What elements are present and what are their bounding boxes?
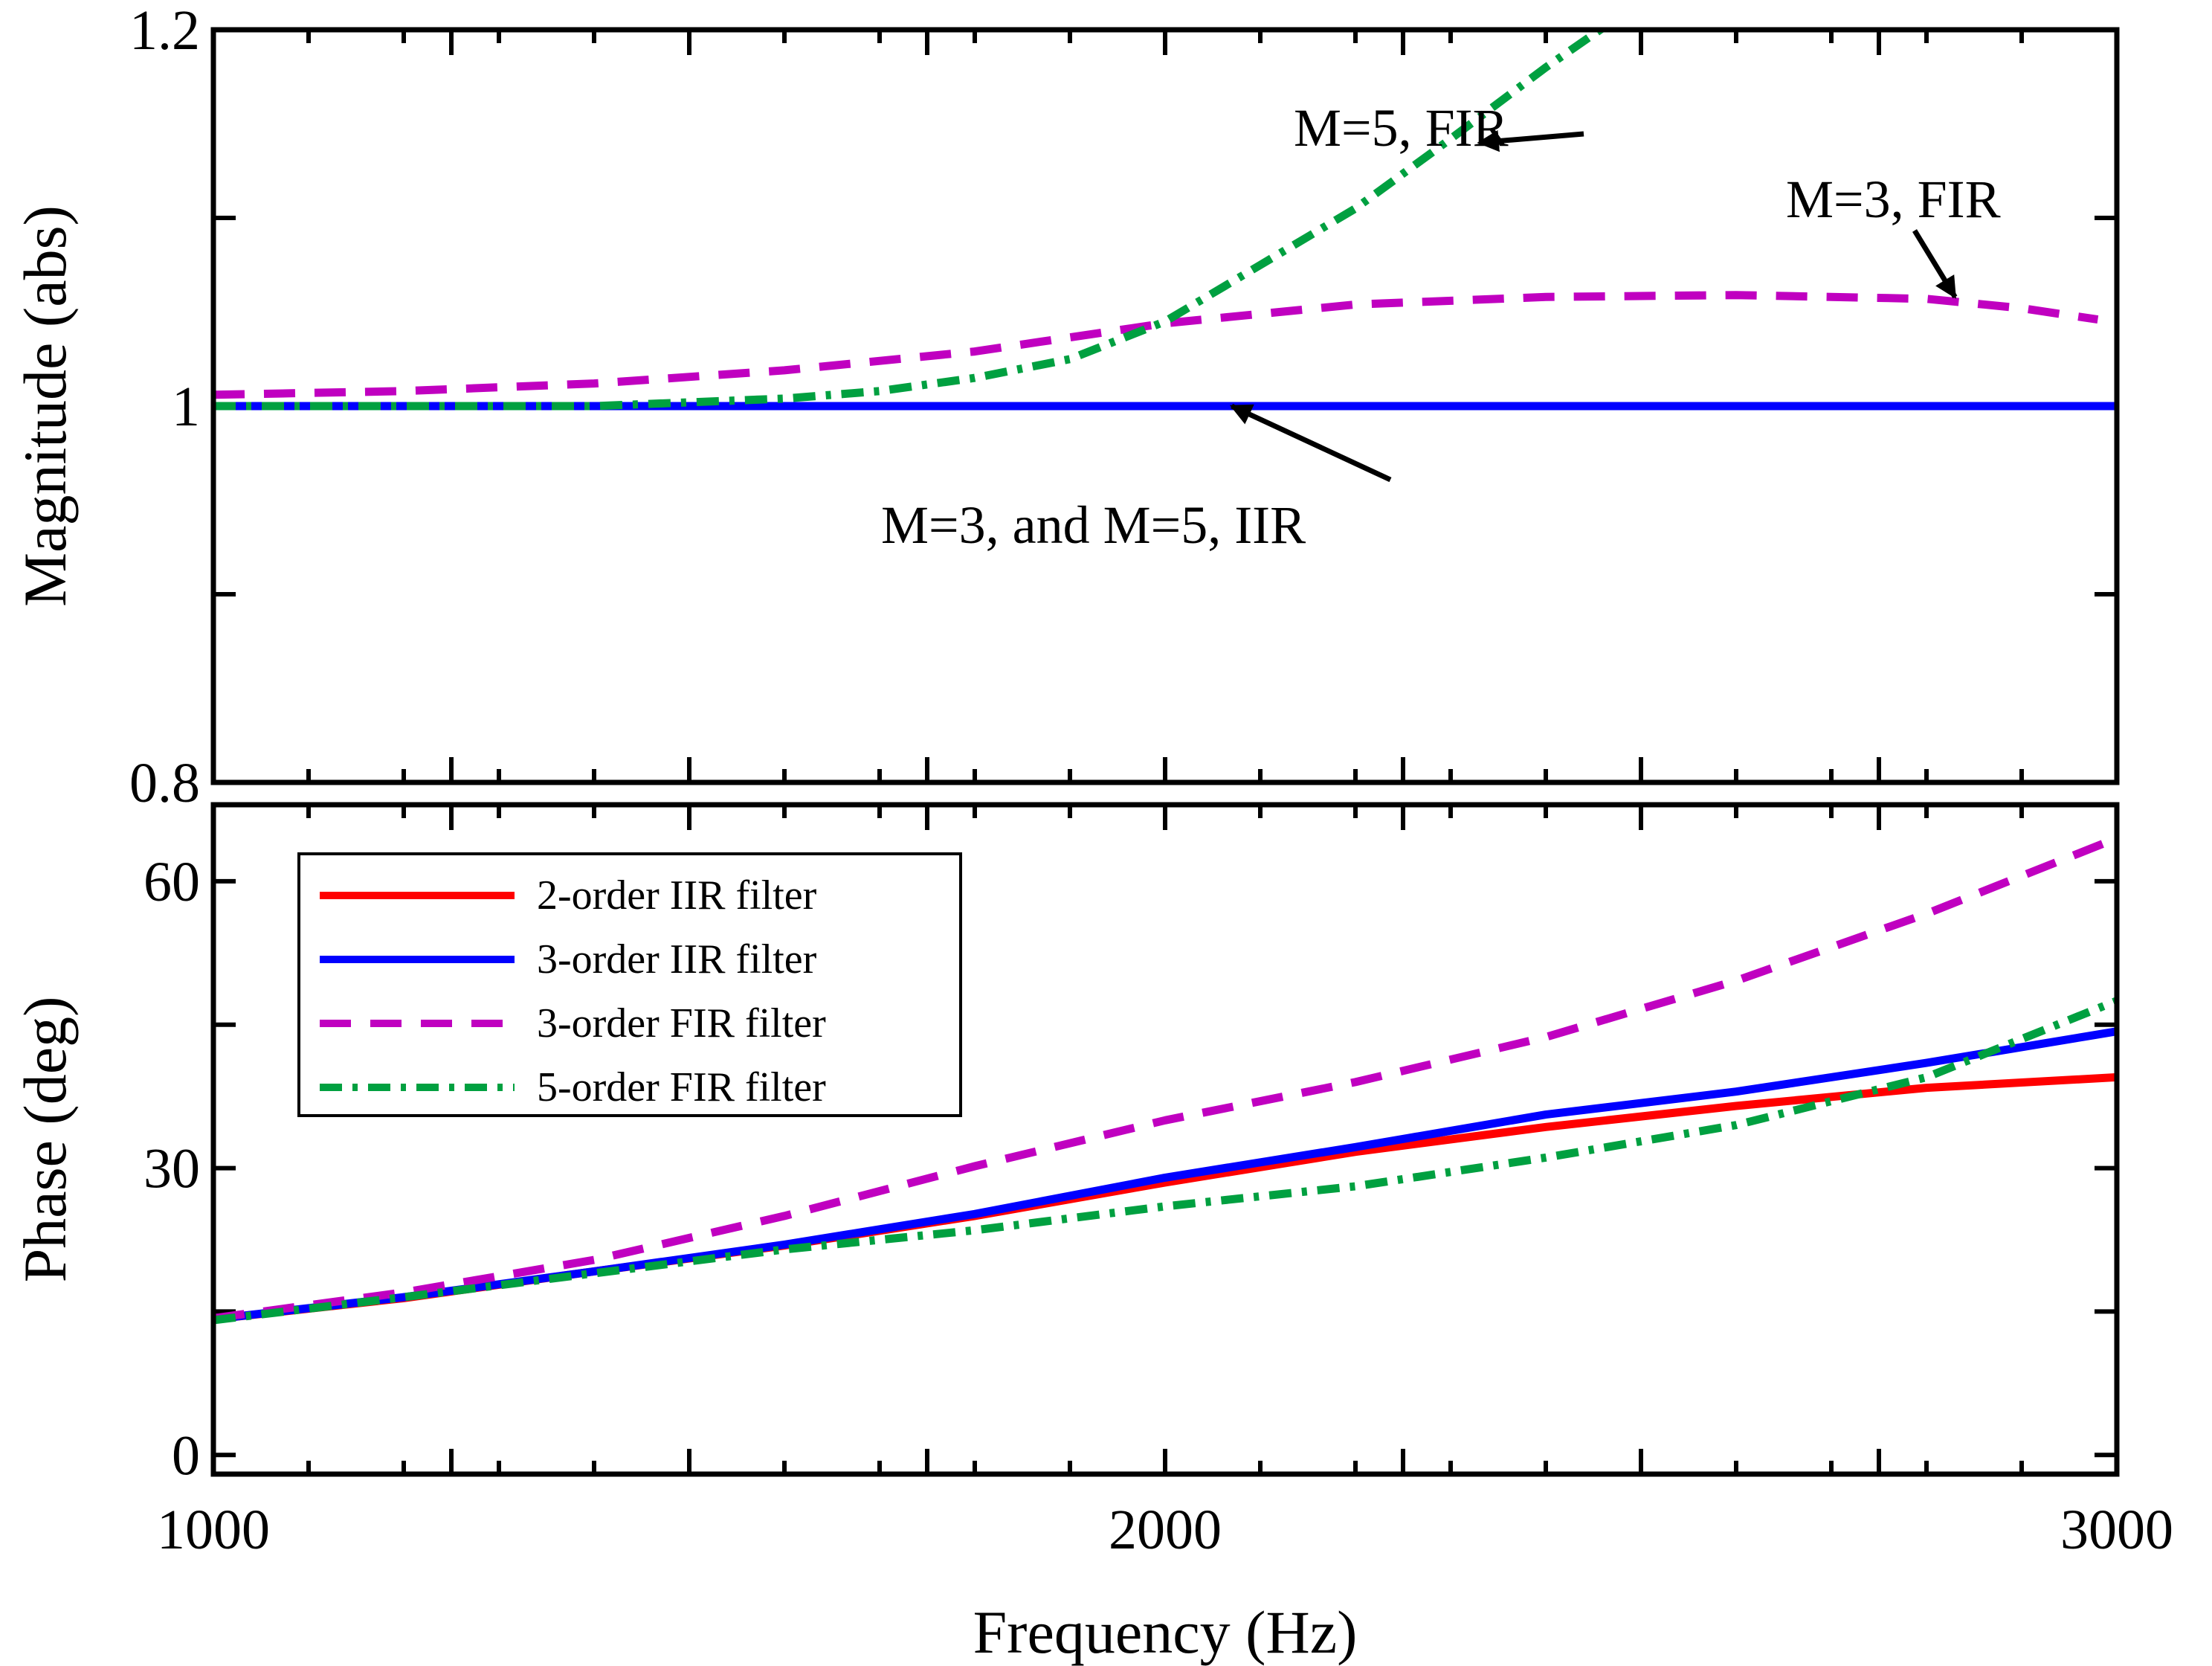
legend-label-2-order-iir-filter: 2-order IIR filter (537, 872, 817, 919)
magnitude-axes-frame (210, 27, 2120, 785)
magnitude-lines (213, 30, 2117, 411)
y-tick-label: 60 (144, 851, 200, 913)
legend-label-3-order-iir-filter: 3-order IIR filter (537, 936, 817, 982)
series-line-3-order-fir-filter (213, 834, 2117, 1322)
y-tick-label: 1 (172, 376, 200, 438)
phase-ylabel: Phase (deg) (11, 997, 79, 1283)
x-tick-label: 1000 (157, 1499, 270, 1561)
phase-xtick-labels: 1000 2000 3000 (157, 1499, 2173, 1561)
legend: 2-order IIR filter 3-order IIR filter 3-or… (297, 852, 962, 1117)
phase-panel: 0 30 60 1000 2000 3000 Phase (deg) Frequency… (11, 802, 2173, 1666)
y-tick-label: 30 (144, 1138, 200, 1200)
series-line-5-order-fir-filter (213, 30, 1608, 411)
legend-label-3-order-fir-filter: 3-order FIR filter (537, 1000, 826, 1046)
x-tick-label: 2000 (1109, 1499, 1222, 1561)
legend-label-5-order-fir-filter: 5-order FIR filter (537, 1064, 826, 1110)
phase-ytick-labels: 0 30 60 (144, 851, 200, 1487)
y-tick-label: 0.8 (129, 752, 200, 814)
magnitude-panel: 0.8 1 1.2 Magnitude (abs) M=5, FIR M=3, FIR… (11, 0, 2120, 814)
annotation-arrow (1477, 129, 1584, 152)
annotation-m-3-fir: M=3, FIR (1786, 170, 2001, 229)
series-line-3-order-iir-filter (213, 1027, 2117, 1324)
series-line-3-order-fir-filter (213, 291, 2099, 399)
annotation-m-5-fir: M=5, FIR (1294, 98, 1509, 158)
phase-xlabel: Frequency (Hz) (973, 1598, 1358, 1666)
magnitude-ylabel: Magnitude (abs) (11, 205, 79, 607)
annotation-arrow (1912, 229, 1958, 299)
x-tick-label: 3000 (2060, 1499, 2173, 1561)
magnitude-annotations: M=5, FIR M=3, FIR M=3, and M=5, IIR (881, 98, 2001, 555)
magnitude-ytick-labels: 0.8 1 1.2 (129, 0, 200, 814)
annotation-arrow (1229, 403, 1392, 483)
annotation-m-3-and-m-5-iir: M=3, and M=5, IIR (881, 495, 1306, 555)
phase-lines (213, 834, 2117, 1325)
phase-axes-frame (210, 802, 2120, 1477)
series-line-5-order-fir-filter (213, 997, 2117, 1325)
y-tick-label: 0 (172, 1424, 200, 1487)
y-tick-label: 1.2 (129, 0, 200, 62)
